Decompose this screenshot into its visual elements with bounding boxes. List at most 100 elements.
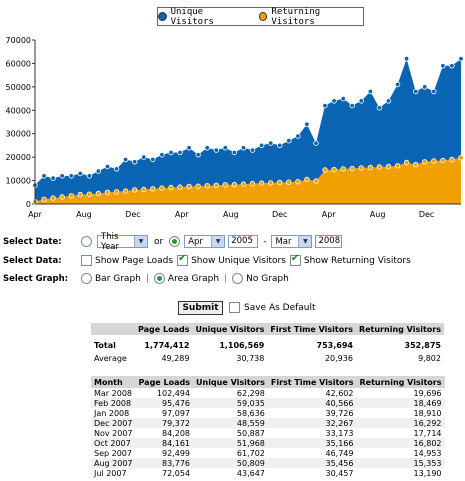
data-point-unique xyxy=(168,149,174,156)
data-point-returning xyxy=(422,159,428,165)
monthly-table: Month Page Loads Unique Visitors First T… xyxy=(91,376,445,478)
from-year-input[interactable]: 2005 xyxy=(228,235,259,248)
separator: | xyxy=(145,273,149,284)
select-data-label: Select Data: xyxy=(3,255,62,266)
legend-item-unique[interactable]: Unique Visitors xyxy=(158,7,247,27)
data-point-unique xyxy=(413,88,419,95)
x-tick-label: Dec xyxy=(419,210,434,219)
data-point-unique xyxy=(376,105,383,111)
monthly-cell: 72,054 xyxy=(162,468,190,478)
data-point-unique xyxy=(86,173,93,179)
legend-label-unique: Unique Visitors xyxy=(170,6,214,27)
data-point-returning xyxy=(86,191,93,197)
monthly-cell: 46,749 xyxy=(325,448,354,458)
save-default-checkbox[interactable] xyxy=(229,302,240,313)
monthly-cell: Feb 2008 xyxy=(91,398,136,408)
summary-cell: 20,936 xyxy=(324,353,353,363)
separator: | xyxy=(224,273,228,284)
data-point-returning xyxy=(77,191,83,198)
submit-button[interactable]: Submit xyxy=(178,301,223,315)
monthly-cell: 39,726 xyxy=(325,408,354,418)
monthly-cell: 92,499 xyxy=(162,448,190,458)
data-point-returning xyxy=(104,189,111,195)
data-point-returning xyxy=(385,163,392,170)
data-point-unique xyxy=(41,173,47,179)
data-point-returning xyxy=(431,158,437,164)
data-point-returning xyxy=(131,187,138,193)
data-point-unique xyxy=(322,102,328,109)
monthly-cell: Aug 2007 xyxy=(91,458,136,468)
monthly-cell: 16,292 xyxy=(356,418,445,428)
data-point-returning xyxy=(240,181,247,187)
data-point-returning xyxy=(95,190,102,197)
monthly-cell: 43,647 xyxy=(236,468,265,478)
y-tick-label: 0 xyxy=(26,200,31,209)
monthly-cell: 35,456 xyxy=(267,458,357,468)
monthly-cell: Oct 2007 xyxy=(91,438,136,448)
data-point-unique xyxy=(222,145,228,151)
data-point-returning xyxy=(295,178,301,185)
monthly-cell: 97,097 xyxy=(162,408,190,418)
summary-cell: Total xyxy=(94,340,116,350)
area-graph-label: Area Graph xyxy=(167,273,220,284)
summary-cell: 9,802 xyxy=(418,353,441,363)
data-point-unique xyxy=(186,145,192,151)
data-point-unique xyxy=(77,170,83,177)
legend-swatch-unique-icon xyxy=(158,12,167,21)
monthly-cell: 51,968 xyxy=(193,438,268,448)
monthly-header: First Time Visitors xyxy=(267,376,357,388)
bar-graph-radio[interactable] xyxy=(81,273,92,284)
monthly-cell: 95,476 xyxy=(135,398,193,408)
data-point-returning xyxy=(213,182,219,188)
data-point-unique xyxy=(340,95,346,102)
y-tick-label: 20000 xyxy=(6,153,31,162)
from-month-value: Apr xyxy=(188,236,203,247)
data-point-unique xyxy=(258,142,265,149)
legend-item-returning[interactable]: Returning Visitors xyxy=(258,7,363,27)
data-point-returning xyxy=(304,176,310,183)
summary-cell: 352,875 xyxy=(404,340,441,350)
monthly-header: Page Loads xyxy=(135,376,193,388)
data-point-returning xyxy=(358,165,364,171)
show-page-loads-label: Show Page Loads xyxy=(95,255,174,266)
monthly-cell: Dec 2007 xyxy=(91,418,136,428)
data-point-unique xyxy=(286,137,292,144)
select-data-row: Select Data: Show Page Loads Show Unique… xyxy=(3,253,411,266)
monthly-cell: 50,887 xyxy=(236,428,265,438)
monthly-cell: 18,469 xyxy=(356,398,445,408)
summary-table: Page Loads Unique Visitors First Time Vi… xyxy=(91,323,444,363)
summary-header: First Time Visitors xyxy=(267,323,356,335)
x-tick-label: Aug xyxy=(76,210,92,219)
data-point-returning xyxy=(249,180,256,187)
this-year-select[interactable]: This Year ▼ xyxy=(97,232,148,252)
data-point-returning xyxy=(68,193,74,199)
data-point-unique xyxy=(313,140,319,146)
no-graph-label: No Graph xyxy=(246,273,289,284)
data-point-unique xyxy=(422,84,428,90)
data-point-unique xyxy=(268,140,274,146)
x-tick-label: Apr xyxy=(322,210,337,219)
data-point-returning xyxy=(59,194,65,200)
data-point-returning xyxy=(286,179,292,185)
data-point-returning xyxy=(268,180,274,186)
data-point-returning xyxy=(41,196,47,202)
to-year-input[interactable]: 2008 xyxy=(315,235,343,248)
date-range-radio[interactable] xyxy=(169,236,181,247)
monthly-cell: 42,602 xyxy=(325,388,354,398)
show-returning-checkbox[interactable] xyxy=(289,253,301,266)
from-month-select[interactable]: Apr ▼ xyxy=(184,235,226,248)
show-unique-checkbox[interactable] xyxy=(177,253,189,266)
data-point-unique xyxy=(50,175,56,181)
monthly-header: Unique Visitors xyxy=(193,376,268,388)
data-point-returning xyxy=(204,182,210,189)
monthly-cell: 79,372 xyxy=(135,418,193,428)
data-point-returning xyxy=(195,183,201,189)
this-year-radio[interactable] xyxy=(81,236,92,247)
to-month-select[interactable]: Mar ▼ xyxy=(271,235,313,248)
x-tick-label: Apr xyxy=(175,210,190,219)
summary-header: Returning Visitors xyxy=(355,323,444,335)
no-graph-radio[interactable] xyxy=(232,273,244,284)
area-graph-radio[interactable] xyxy=(153,273,165,284)
show-page-loads-checkbox[interactable] xyxy=(81,255,92,266)
y-tick-label: 40000 xyxy=(6,106,31,115)
